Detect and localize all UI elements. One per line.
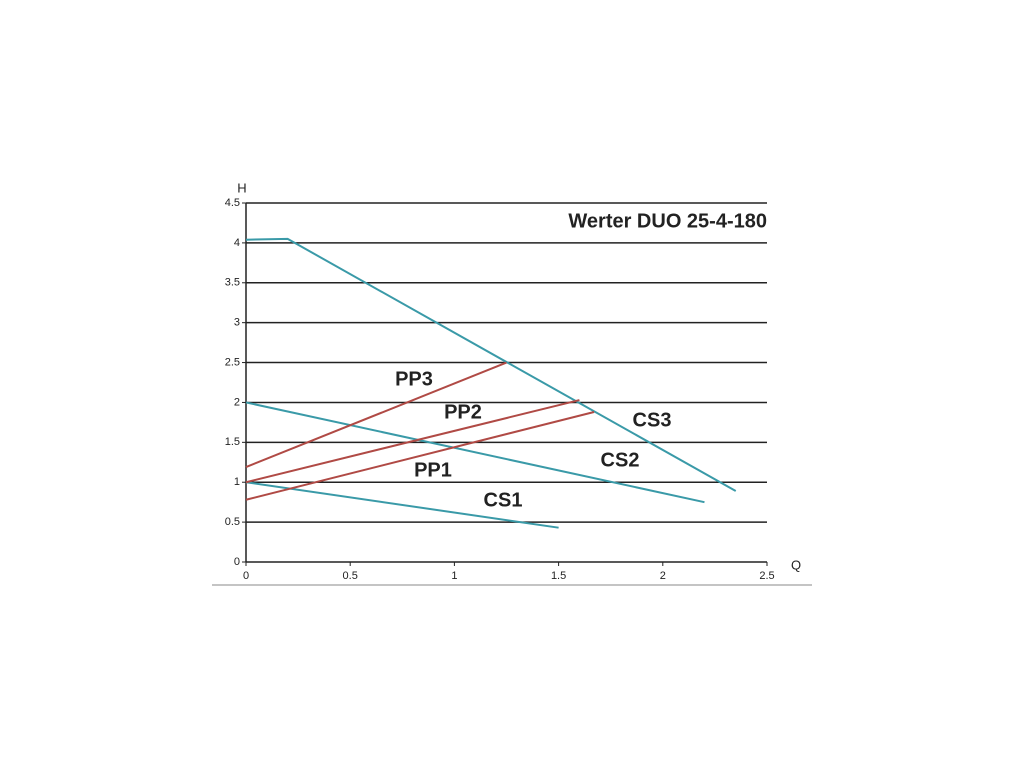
- series-label: PP2: [444, 401, 482, 423]
- series-label: CS3: [633, 409, 672, 431]
- y-tick-label: 0.5: [225, 516, 240, 528]
- series-line: [245, 401, 705, 504]
- y-tick-label: 4: [234, 237, 240, 249]
- series-line: [245, 481, 559, 529]
- series-label: PP1: [414, 459, 452, 481]
- series-label: CS1: [484, 489, 523, 511]
- x-tick-label: 0: [243, 570, 249, 582]
- y-tick-label: 2.5: [225, 356, 240, 368]
- series-line: [245, 399, 580, 484]
- y-tick-label: 1: [234, 476, 240, 488]
- x-tick-label: 1: [451, 570, 457, 582]
- x-tick-label: 2.5: [759, 570, 774, 582]
- x-tick-label: 1.5: [551, 570, 566, 582]
- y-axis-label: H: [237, 180, 246, 195]
- y-tick-label: 0: [234, 556, 240, 568]
- series-line: [245, 237, 737, 492]
- y-tick-label: 1.5: [225, 436, 240, 448]
- chart-title: Werter DUO 25-4-180: [568, 210, 767, 232]
- y-tick-label: 3.5: [225, 277, 240, 289]
- y-tick-label: 2: [234, 396, 240, 408]
- y-tick-label: 4.5: [225, 197, 240, 209]
- x-tick-label: 2: [660, 570, 666, 582]
- x-axis-label: Q: [791, 557, 801, 572]
- series-label: CS2: [601, 449, 640, 471]
- y-tick-label: 3: [234, 317, 240, 329]
- series-line: [245, 361, 507, 468]
- series-label: PP3: [395, 368, 433, 390]
- x-tick-label: 0.5: [343, 570, 358, 582]
- series-line: [245, 411, 595, 501]
